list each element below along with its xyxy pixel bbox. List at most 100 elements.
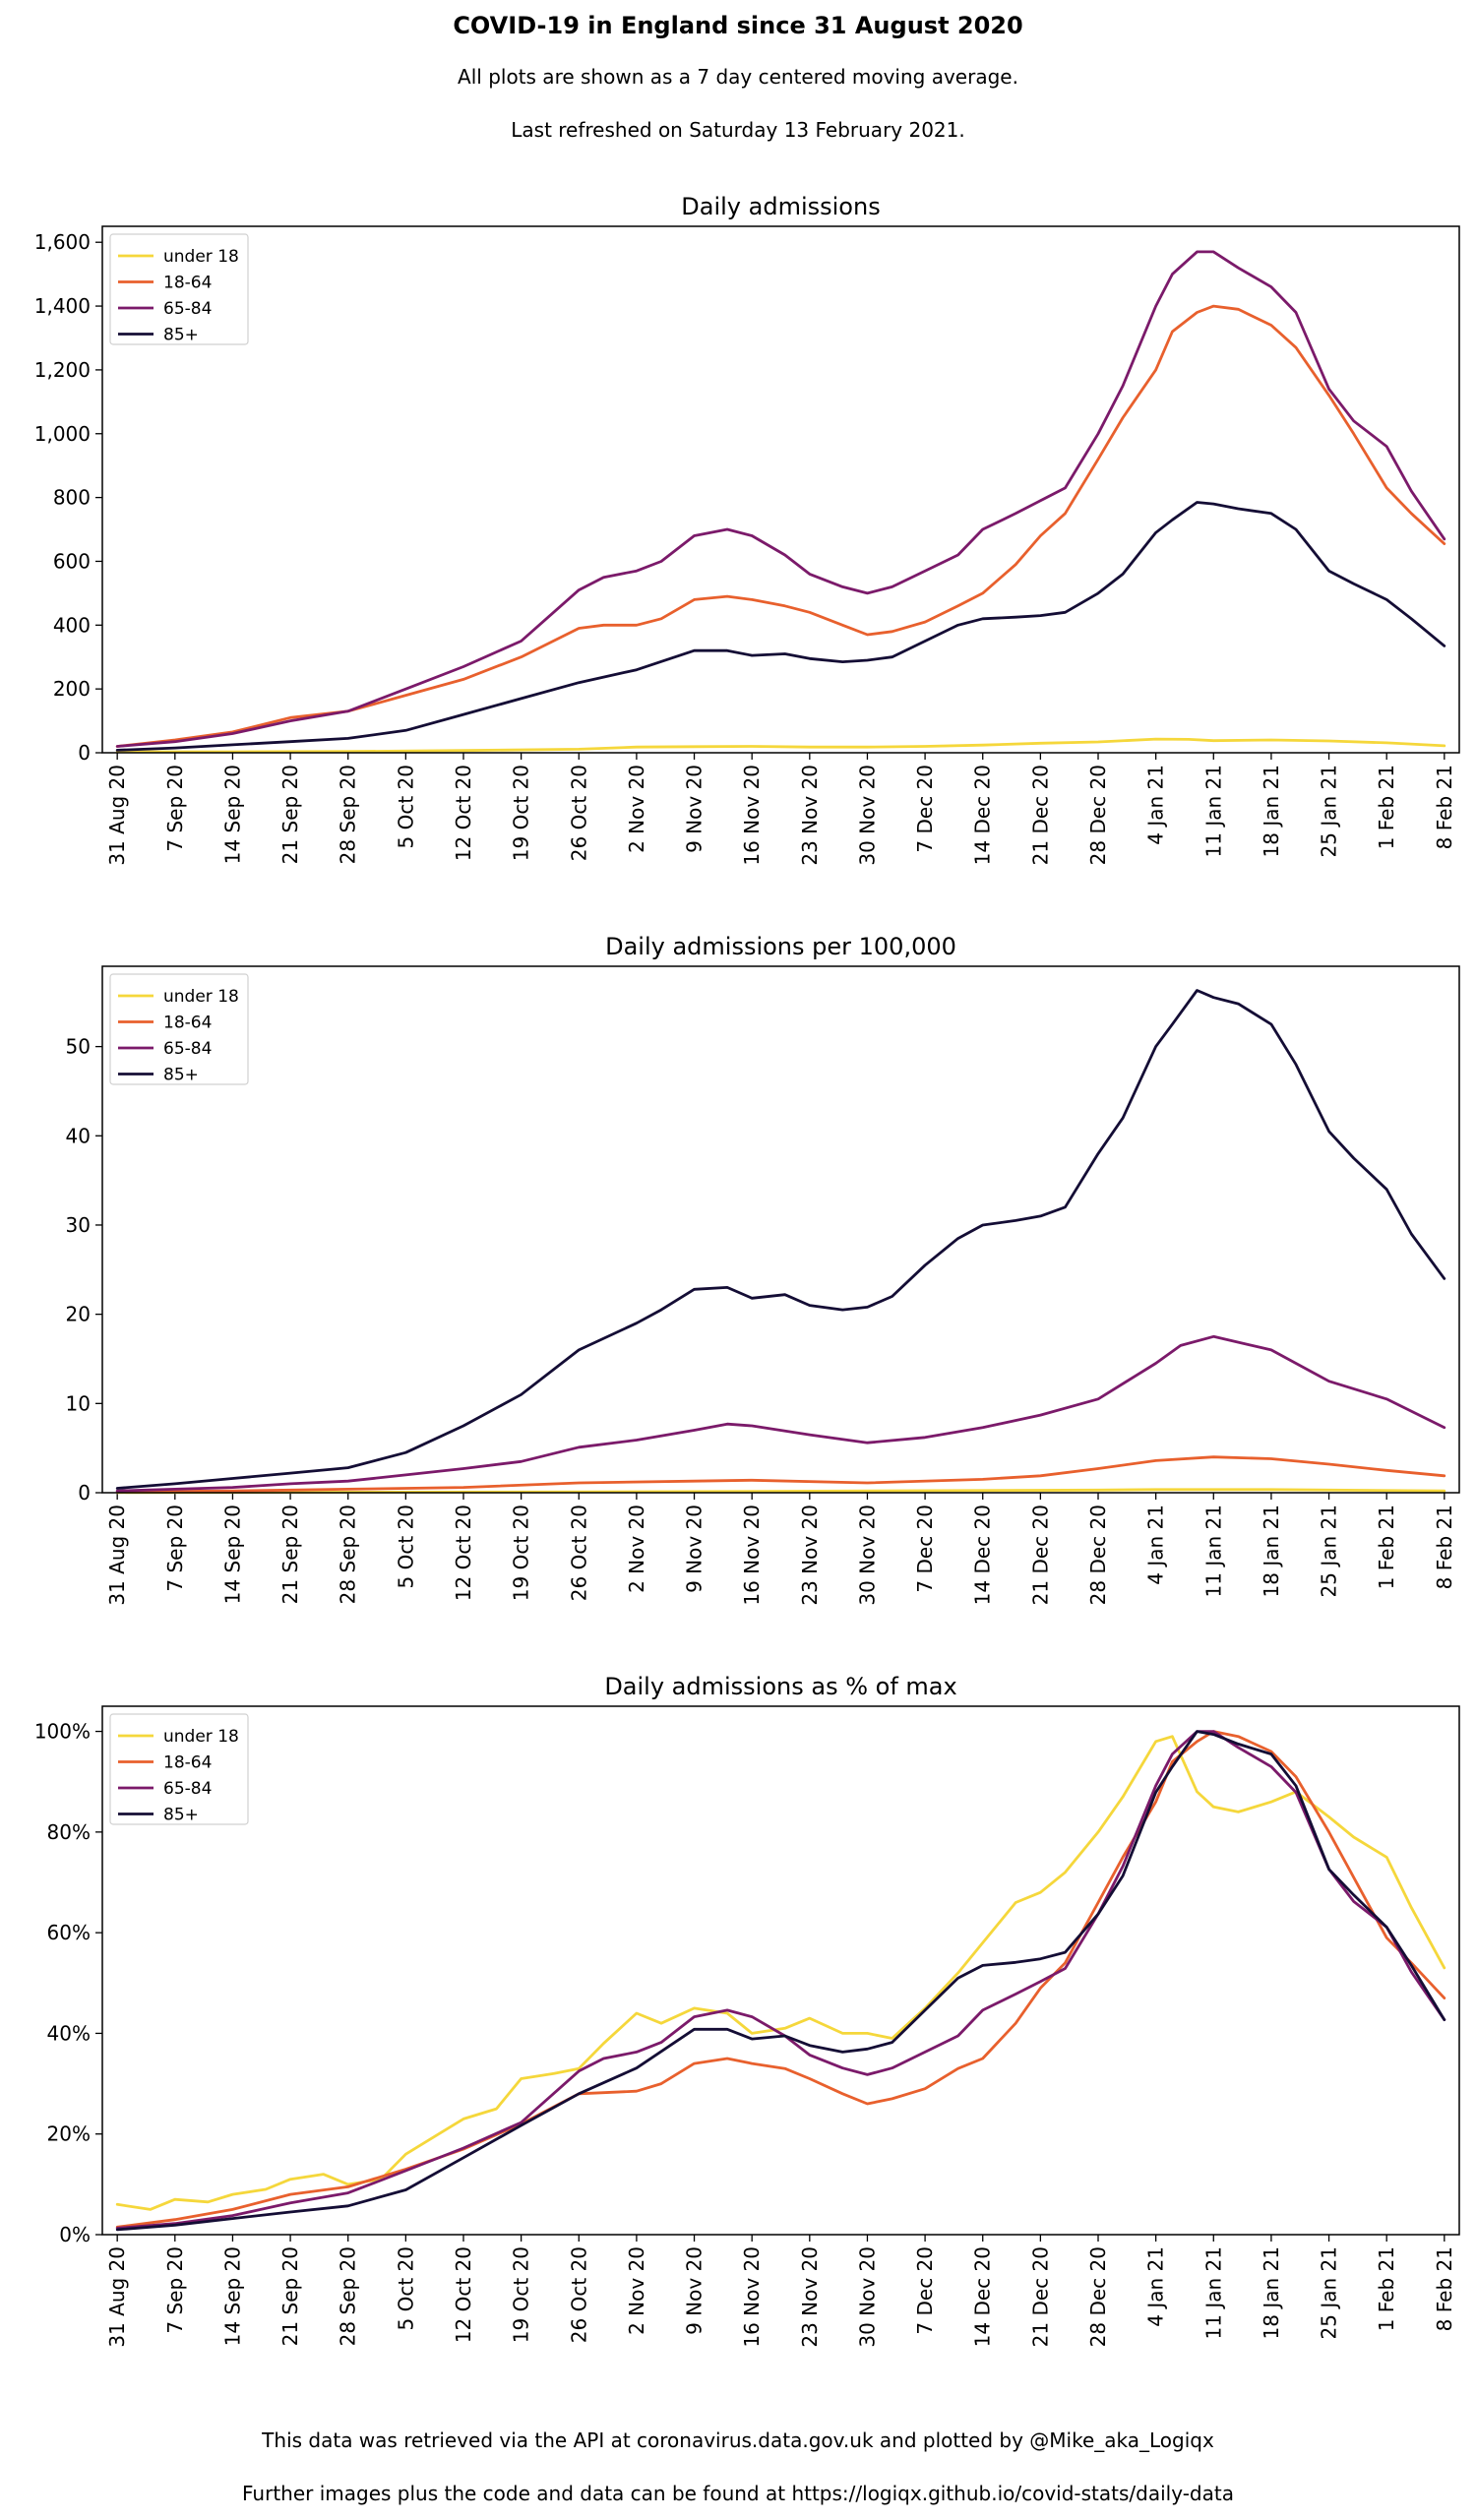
- series-line-under-18: [115, 1735, 1446, 2211]
- legend-label: 18-64: [163, 274, 212, 293]
- x-tick-label: 2 Nov 20: [625, 765, 648, 853]
- x-tick-label: 8 Feb 21: [1433, 2246, 1456, 2331]
- y-tick-label: 40: [66, 1124, 91, 1147]
- y-tick-label: 50: [66, 1035, 91, 1059]
- series-line-65-84: [115, 250, 1446, 748]
- y-tick-label: 40%: [47, 2021, 91, 2045]
- x-tick-label: 7 Sep 20: [163, 2246, 187, 2334]
- x-tick-label: 7 Dec 20: [913, 2246, 937, 2335]
- x-tick-label: 14 Sep 20: [220, 1505, 244, 1604]
- x-tick-label: 5 Oct 20: [394, 2246, 417, 2330]
- series-line-under-18: [115, 737, 1446, 754]
- x-tick-label: 31 Aug 20: [105, 2246, 129, 2348]
- x-tick-label: 23 Nov 20: [798, 2246, 822, 2348]
- x-tick-label: 11 Jan 21: [1201, 1505, 1225, 1597]
- series-line-under-18: [115, 1488, 1446, 1495]
- x-tick-label: 28 Sep 20: [337, 765, 360, 864]
- x-tick-label: 25 Jan 21: [1318, 765, 1341, 857]
- x-tick-label: 30 Nov 20: [855, 2246, 879, 2348]
- x-tick-label: 28 Dec 20: [1086, 1505, 1110, 1605]
- x-tick-label: 19 Oct 20: [510, 765, 533, 861]
- x-tick-label: 28 Dec 20: [1086, 2246, 1110, 2347]
- x-tick-label: 7 Dec 20: [913, 1505, 937, 1593]
- x-tick-label: 5 Oct 20: [394, 1505, 417, 1588]
- x-tick-label: 2 Nov 20: [625, 1505, 648, 1593]
- x-tick-label: 8 Feb 21: [1433, 765, 1456, 849]
- y-tick-label: 60%: [47, 1921, 91, 1944]
- series-line-18-64: [115, 1730, 1446, 2229]
- x-tick-label: 19 Oct 20: [510, 2246, 533, 2343]
- legend-label: 65-84: [163, 299, 212, 319]
- x-tick-label: 14 Dec 20: [971, 1505, 995, 1605]
- x-tick-label: 12 Oct 20: [452, 1505, 475, 1601]
- y-tick-label: 30: [66, 1213, 91, 1237]
- series-line-65-84: [115, 1730, 1446, 2230]
- x-tick-label: 31 Aug 20: [105, 765, 129, 866]
- chart-3: Daily admissions as % of max 0% 20% 40% 60% 8…: [34, 1673, 1460, 2348]
- series-line-85-: [115, 501, 1446, 752]
- series-line-85-: [115, 989, 1446, 1490]
- legend-box: [109, 233, 249, 345]
- x-tick-label: 14 Sep 20: [220, 2246, 244, 2346]
- y-tick-label: 0: [78, 1481, 91, 1505]
- x-tick-label: 4 Jan 21: [1144, 765, 1168, 845]
- series-line-65-84: [115, 1334, 1446, 1493]
- x-tick-label: 1 Feb 21: [1375, 765, 1398, 849]
- legend-label: 85+: [163, 1066, 199, 1085]
- x-tick-label: 26 Oct 20: [567, 1505, 590, 1601]
- plot-frame: [101, 1705, 1460, 2236]
- series-line-18-64: [115, 1455, 1446, 1494]
- x-tick-label: 30 Nov 20: [855, 1505, 879, 1606]
- y-tick-label: 0: [78, 741, 91, 765]
- footer-link-note: Further images plus the code and data ca…: [242, 2482, 1234, 2505]
- footer-source-note: This data was retrieved via the API at c…: [262, 2428, 1214, 2452]
- legend-label: 18-64: [163, 1014, 212, 1033]
- x-tick-label: 23 Nov 20: [798, 765, 822, 866]
- x-tick-label: 1 Feb 21: [1375, 1505, 1398, 1589]
- chart-title: Daily admissions: [681, 193, 880, 220]
- legend-label: under 18: [163, 1727, 239, 1747]
- y-tick-label: 1,200: [34, 358, 91, 382]
- x-tick-label: 25 Jan 21: [1318, 2246, 1341, 2339]
- x-tick-label: 18 Jan 21: [1260, 1505, 1283, 1597]
- x-tick-label: 28 Dec 20: [1086, 765, 1110, 865]
- chart-title: Daily admissions per 100,000: [605, 933, 956, 960]
- x-tick-label: 21 Sep 20: [278, 2246, 302, 2346]
- y-tick-label: 1,600: [34, 230, 91, 254]
- y-tick-label: 1,400: [34, 294, 91, 318]
- y-tick-label: 400: [53, 613, 91, 637]
- chart-title: Daily admissions as % of max: [604, 1673, 956, 1700]
- x-tick-label: 2 Nov 20: [625, 2246, 648, 2335]
- refresh-note: Last refreshed on Saturday 13 February 2…: [511, 118, 965, 142]
- x-tick-label: 11 Jan 21: [1201, 765, 1225, 857]
- chart-1: Daily admissions 0 200 400 600 800 1,000 1,200 1…: [34, 193, 1460, 866]
- x-tick-label: 21 Dec 20: [1028, 2246, 1052, 2347]
- x-tick-label: 7 Sep 20: [163, 765, 187, 852]
- x-tick-label: 18 Jan 21: [1260, 765, 1283, 857]
- y-tick-label: 80%: [47, 1820, 91, 1844]
- y-tick-label: 100%: [34, 1720, 91, 1744]
- y-tick-label: 1,000: [34, 422, 91, 446]
- x-tick-label: 30 Nov 20: [855, 765, 879, 866]
- x-tick-label: 26 Oct 20: [567, 2246, 590, 2343]
- x-tick-label: 25 Jan 21: [1318, 1505, 1341, 1597]
- x-tick-label: 18 Jan 21: [1260, 2246, 1283, 2339]
- y-tick-label: 600: [53, 549, 91, 573]
- series-line-18-64: [115, 304, 1446, 748]
- x-tick-label: 28 Sep 20: [337, 2246, 360, 2346]
- chart-2: Daily admissions per 100,000 0 10 20 30 40 50 3…: [66, 933, 1460, 1606]
- y-tick-label: 800: [53, 486, 91, 510]
- legend-label: 85+: [163, 1806, 199, 1825]
- x-tick-label: 4 Jan 21: [1144, 2246, 1168, 2327]
- y-tick-label: 200: [53, 677, 91, 701]
- x-tick-label: 16 Nov 20: [740, 1505, 764, 1606]
- y-tick-label: 20: [66, 1303, 91, 1326]
- x-tick-label: 9 Nov 20: [683, 2246, 707, 2335]
- plot-frame: [101, 965, 1460, 1494]
- legend-box: [109, 973, 249, 1085]
- x-tick-label: 12 Oct 20: [452, 2246, 475, 2343]
- series-line-85-: [115, 1730, 1446, 2232]
- x-tick-label: 14 Dec 20: [971, 765, 995, 865]
- x-tick-label: 9 Nov 20: [683, 1505, 707, 1593]
